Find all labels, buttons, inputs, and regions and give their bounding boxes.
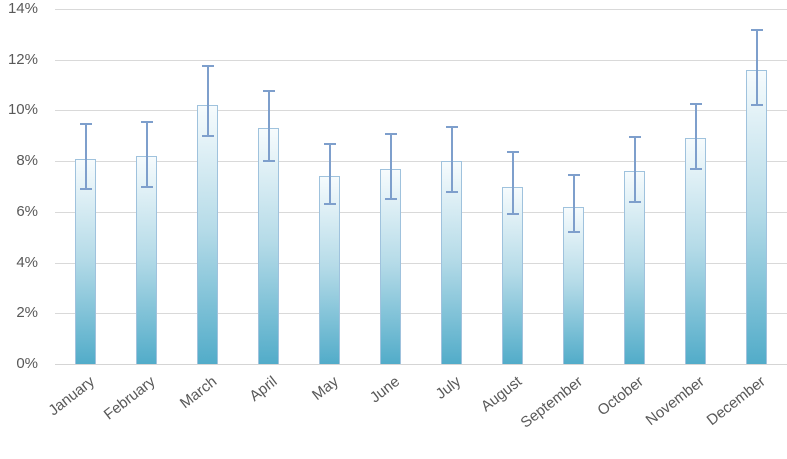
error-bar-line-april	[267, 90, 270, 162]
error-bar-bottom-cap-november	[689, 167, 702, 170]
error-bar-top-cap-may	[323, 143, 336, 146]
error-bar-top-cap-november	[689, 102, 702, 105]
error-bar-top-cap-august	[506, 151, 519, 153]
error-bar-top-cap-june	[384, 133, 397, 136]
error-bar-bottom-cap-december	[750, 104, 763, 107]
error-bar-line-june	[389, 133, 392, 200]
error-bar-top-cap-april	[262, 90, 275, 93]
y-tick-label: 0%	[16, 355, 38, 372]
gridline	[55, 211, 787, 213]
y-tick-label: 2%	[16, 304, 38, 322]
error-bar-top-cap-january	[79, 123, 92, 126]
error-bar-bottom-cap-august	[506, 213, 519, 216]
x-label-march: March	[176, 373, 220, 413]
error-bar-line-july	[450, 125, 453, 192]
y-tick-label: 14%	[7, 0, 38, 17]
error-bar-top-cap-july	[445, 125, 458, 128]
error-bar-bottom-cap-february	[140, 185, 153, 188]
x-label-february: February	[101, 373, 159, 424]
error-bar-line-january	[84, 123, 87, 190]
error-bar-bottom-cap-june	[384, 198, 397, 201]
y-tick-label: 6%	[16, 202, 38, 220]
bar-november	[685, 138, 706, 364]
error-bar-bottom-cap-may	[323, 203, 336, 206]
error-bar-top-cap-december	[750, 29, 763, 32]
y-tick-label: 4%	[16, 253, 38, 271]
gridline	[55, 9, 787, 10]
error-bar-top-cap-march	[201, 64, 214, 67]
error-bar-bottom-cap-april	[262, 160, 275, 163]
x-label-december: December	[703, 373, 769, 430]
gridline	[55, 161, 787, 163]
x-label-july: July	[432, 373, 464, 403]
error-bar-bottom-cap-july	[445, 190, 458, 193]
error-bar-top-cap-october	[628, 135, 641, 138]
x-label-april: April	[246, 373, 281, 405]
error-bar-line-november	[694, 102, 697, 169]
error-bar-bottom-cap-january	[79, 188, 92, 191]
error-bar-top-cap-february	[140, 120, 153, 123]
x-label-january: January	[45, 373, 98, 420]
x-axis-line	[55, 364, 787, 365]
x-label-june: June	[366, 373, 403, 407]
error-bar-line-december	[755, 29, 758, 106]
error-bar-line-september	[572, 173, 575, 233]
x-label-november: November	[642, 373, 708, 430]
error-bar-bottom-cap-march	[201, 134, 214, 137]
gridline	[55, 313, 787, 315]
x-label-august: August	[477, 373, 525, 416]
gridline	[55, 110, 787, 112]
gridline	[55, 262, 787, 264]
error-bar-top-cap-september	[567, 173, 580, 176]
y-tick-label: 8%	[16, 152, 38, 170]
error-bar-line-may	[328, 143, 331, 205]
y-tick-label: 12%	[7, 50, 38, 68]
error-bar-bottom-cap-september	[567, 231, 580, 234]
error-bar-line-october	[633, 135, 636, 202]
x-label-may: May	[309, 373, 342, 404]
bar-april	[258, 128, 279, 364]
error-bar-bottom-cap-october	[628, 200, 641, 203]
error-bar-line-february	[145, 120, 148, 187]
x-label-september: September	[517, 373, 586, 432]
gridline	[55, 59, 787, 61]
x-label-october: October	[594, 373, 647, 420]
y-tick-label: 10%	[7, 101, 38, 119]
bar-march	[197, 105, 218, 364]
error-bar-line-march	[206, 64, 209, 136]
bar-december	[746, 69, 767, 364]
error-bar-line-august	[511, 151, 514, 215]
